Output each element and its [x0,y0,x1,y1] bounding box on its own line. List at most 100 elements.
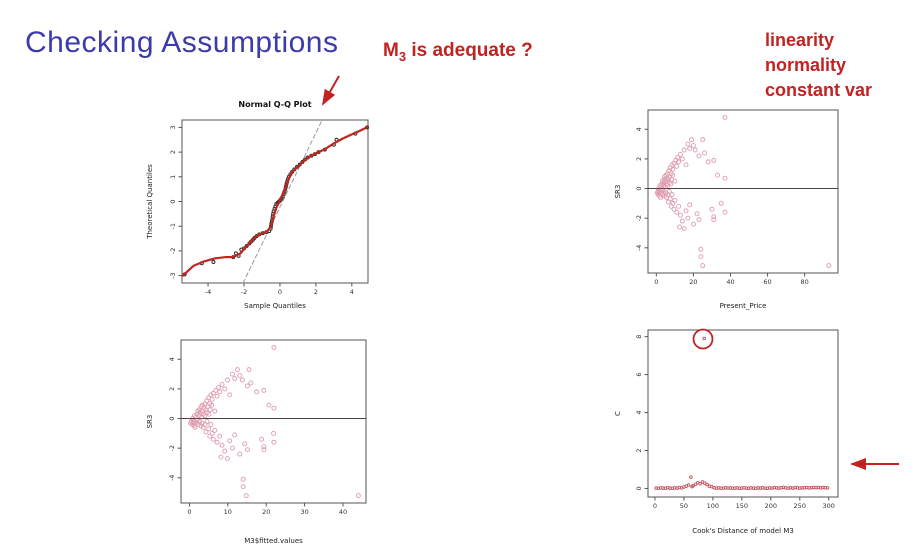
y-tick-label: -4 [635,245,643,251]
x-tick-label: 200 [765,502,777,510]
data-point [670,172,676,178]
x-tick-label: 30 [300,508,308,516]
data-point [259,436,265,442]
x-tick-label: 0 [278,288,282,296]
data-point [210,436,216,442]
x-axis-label: Present_Price [720,302,767,310]
y-tick-label: 0 [169,199,177,203]
data-point [216,384,222,390]
x-tick-label: 80 [800,278,808,286]
data-point [687,202,693,208]
question-subscript: 3 [398,48,407,64]
checklist-item-constant-var: constant var [765,80,873,100]
y-axis-label: C [614,411,622,416]
data-point [224,377,230,383]
data-point [219,442,225,448]
data-point [242,441,248,447]
checklist-item-linearity: linearity [765,30,835,50]
data-point [237,373,243,379]
y-tick-label: 2 [168,387,176,391]
data-point [668,181,674,187]
data-point [244,383,250,389]
data-point [825,486,830,490]
data-point [204,419,210,424]
data-point [227,392,233,398]
data-point [711,157,717,163]
data-point [674,209,680,215]
data-point [219,382,225,387]
y-tick-label: 6 [635,373,643,377]
question-text: M3 is adequate ? [383,40,533,64]
data-point [243,493,249,499]
data-point [239,377,245,383]
y-tick-label: -2 [635,215,643,221]
data-point [217,433,223,439]
data-point [218,454,224,460]
y-tick-label: 3 [169,125,177,129]
x-tick-label: 2 [314,288,318,296]
plot-frame [180,339,367,504]
data-points [654,114,832,269]
data-point [722,209,728,215]
data-point [203,429,209,435]
x-tick-label: 10 [224,508,232,516]
data-point [206,411,212,417]
data-point [826,263,832,269]
data-point [222,448,228,454]
data-point [214,439,220,445]
y-tick-label: -2 [168,445,176,451]
data-point [192,424,198,430]
x-tick-label: 150 [736,502,748,510]
data-point [261,387,267,393]
data-point [689,137,695,143]
x-tick-label: 0 [653,502,657,510]
data-point [722,175,728,181]
data-point [271,439,277,445]
data-point [208,422,214,427]
y-axis-label: Theoretical Quantiles [146,164,154,240]
x-axis-label: M3$fitted.values [244,537,303,545]
data-point [666,189,672,194]
data-point [237,451,243,457]
question-base: M [383,40,399,61]
x-tick-label: 4 [350,288,354,296]
data-point [702,150,707,156]
data-point [266,402,272,408]
y-tick-label: 1 [169,175,177,179]
data-point [209,396,215,402]
x-tick-label: 100 [707,502,719,510]
smooth-fit-line [181,125,369,277]
data-point [681,147,687,153]
data-point [240,476,246,482]
data-point [207,407,213,413]
data-point [694,211,700,217]
data-point [711,214,717,220]
data-point [209,402,215,408]
x-tick-label: 300 [823,502,835,510]
data-point [261,447,267,453]
x-tick-label: 40 [726,278,734,286]
data-points [188,344,361,499]
data-point [209,430,215,436]
data-point [211,260,216,265]
data-point [677,152,683,157]
data-point [248,380,254,386]
plot-frame [181,119,369,284]
x-tick-label: 0 [187,508,191,516]
y-tick-label: 4 [635,127,643,131]
data-point [685,141,691,147]
data-point [214,393,220,399]
chart-title: Normal Q-Q Plot [238,100,311,109]
data-point [246,367,252,373]
data-point [677,212,683,218]
data-point [679,218,685,224]
y-tick-label: 0 [168,416,176,420]
y-tick-label: 8 [635,335,643,339]
data-point [709,206,715,212]
y-tick-label: 0 [635,486,643,490]
data-point [669,192,675,197]
y-axis-label: SR3 [614,185,622,199]
data-point [240,484,246,490]
x-axis-label: Cook's Distance of model M3 [692,527,794,535]
data-point [227,438,233,444]
